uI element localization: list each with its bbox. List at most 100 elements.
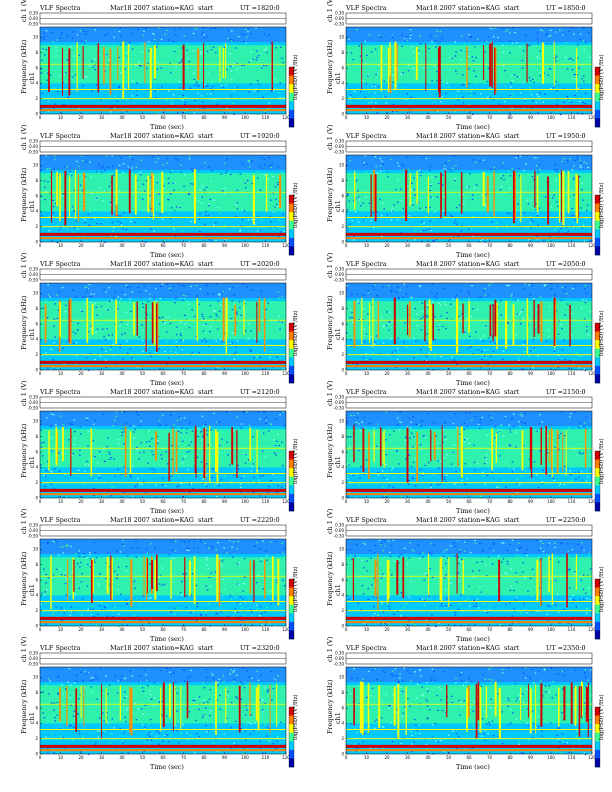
noise-speck: [198, 303, 201, 305]
noise-speck: [545, 340, 548, 342]
noise-speck: [179, 206, 181, 209]
noise-speck: [422, 472, 425, 474]
noise-speck: [195, 584, 198, 587]
noise-speck: [438, 467, 440, 469]
x-tick-label: 20: [384, 371, 390, 376]
noise-speck: [469, 35, 472, 38]
noise-speck: [360, 205, 362, 207]
noise-speck: [537, 355, 539, 357]
noise-speck: [536, 38, 539, 40]
noise-speck: [124, 294, 126, 296]
noise-speck: [65, 72, 67, 74]
noise-speck: [209, 198, 212, 201]
noise-speck: [87, 608, 89, 610]
sferic-mark: [170, 560, 172, 599]
time-axis-label: Time (sec): [150, 251, 184, 259]
x-tick-label: 90: [222, 115, 228, 120]
noise-speck: [48, 45, 51, 47]
noise-speck: [583, 49, 586, 51]
noise-speck: [179, 95, 182, 97]
colorbar-frame: [288, 66, 295, 128]
noise-speck: [117, 296, 120, 298]
spectral-line: [40, 109, 286, 112]
x-tick-label: 110: [262, 371, 270, 376]
noise-speck: [172, 40, 175, 43]
sferic-mark: [520, 174, 522, 223]
noise-speck: [520, 612, 523, 614]
noise-speck: [506, 79, 509, 81]
noise-speck: [119, 343, 122, 346]
noise-speck: [479, 93, 482, 95]
noise-speck: [574, 70, 576, 72]
noise-speck: [585, 612, 588, 614]
noise-speck: [125, 284, 128, 286]
noise-speck: [232, 307, 234, 309]
noise-speck: [377, 614, 379, 616]
noise-speck: [143, 480, 145, 483]
noise-speck: [563, 484, 566, 486]
noise-speck: [444, 436, 446, 438]
noise-speck: [517, 155, 519, 157]
noise-speck: [543, 72, 545, 74]
noise-speck: [252, 323, 254, 326]
spectral-line: [40, 89, 286, 91]
noise-speck: [397, 424, 399, 426]
noise-speck: [543, 284, 546, 286]
x-tick-label: 30: [99, 499, 105, 504]
noise-speck: [519, 323, 522, 325]
noise-speck: [226, 441, 228, 443]
noise-speck: [250, 33, 253, 35]
noise-speck: [110, 92, 113, 94]
noise-speck: [230, 40, 233, 42]
noise-speck: [468, 185, 470, 188]
noise-speck: [199, 189, 201, 191]
noise-speck: [437, 571, 440, 573]
noise-speck: [454, 483, 456, 485]
noise-speck: [350, 360, 353, 362]
noise-speck: [57, 349, 60, 351]
noise-speck: [215, 313, 218, 315]
noise-speck: [580, 183, 582, 186]
spectral-line: [346, 226, 592, 228]
noise-speck: [539, 202, 541, 204]
noise-speck: [178, 284, 180, 286]
noise-speck: [274, 460, 276, 462]
noise-speck: [553, 497, 556, 499]
noise-speck: [395, 450, 398, 452]
noise-speck: [259, 606, 262, 608]
title-part: VLF Spectra: [40, 260, 81, 268]
noise-speck: [280, 231, 282, 233]
noise-speck: [405, 48, 408, 50]
noise-speck: [183, 285, 186, 287]
noise-speck: [206, 93, 209, 95]
noise-speck: [580, 207, 583, 209]
noise-speck: [488, 219, 491, 221]
noise-speck: [84, 287, 86, 289]
noise-speck: [480, 591, 483, 593]
noise-speck: [85, 291, 88, 293]
noise-speck: [75, 296, 78, 298]
noise-speck: [122, 199, 125, 201]
noise-speck: [348, 491, 351, 493]
noise-speck: [244, 454, 247, 456]
x-tick-label: 10: [58, 627, 64, 632]
noise-speck: [158, 586, 161, 588]
noise-speck: [82, 190, 84, 192]
title-part: start: [198, 260, 214, 268]
noise-speck: [366, 570, 368, 572]
noise-speck: [489, 96, 491, 98]
noise-speck: [188, 540, 190, 542]
noise-speck: [200, 431, 202, 433]
noise-speck: [40, 169, 43, 172]
noise-speck: [582, 199, 584, 201]
noise-speck: [369, 358, 372, 360]
colorbar-segment: [289, 229, 294, 239]
noise-speck: [94, 359, 96, 361]
noise-speck: [585, 52, 588, 54]
noise-speck: [100, 602, 103, 604]
noise-speck: [450, 170, 452, 173]
noise-speck: [103, 448, 105, 450]
noise-speck: [569, 480, 572, 483]
noise-speck: [251, 624, 254, 626]
x-tick-label: 100: [241, 499, 249, 504]
